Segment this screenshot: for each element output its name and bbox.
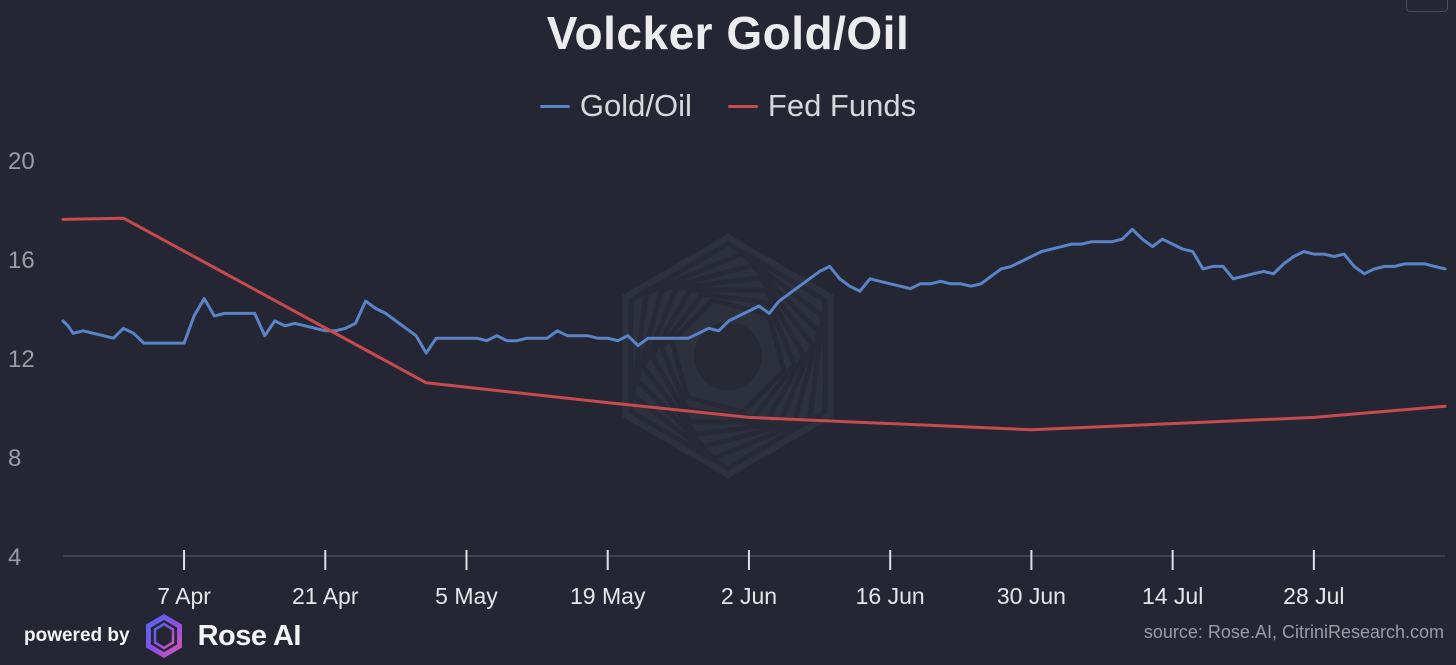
legend-swatch-fed-funds (727, 104, 758, 108)
axes: 4 8 12 16 20 7 Apr 21 Apr 5 May 19 May 2 Jun 16 Ju… (8, 148, 1445, 609)
y-tick-label: 20 (8, 148, 35, 175)
rose-ai-logo-icon (145, 614, 182, 658)
legend: Gold/Oil Fed Funds (0, 88, 1456, 124)
brand-name: Rose AI (197, 619, 302, 652)
x-tick-label: 5 May (435, 583, 498, 609)
y-tick-label: 16 (8, 247, 35, 274)
x-tick-label: 16 Jun (856, 583, 925, 609)
y-tick-label: 4 (8, 544, 21, 571)
y-tick-label: 8 (8, 445, 21, 472)
watermark-logo-icon (622, 234, 834, 478)
legend-label-fed-funds: Fed Funds (767, 88, 917, 123)
x-tick-label: 2 Jun (721, 583, 777, 609)
legend-item-fed-funds[interactable]: Fed Funds (727, 88, 917, 124)
legend-swatch-gold-oil (539, 104, 570, 108)
chart-title: Volcker Gold/Oil (546, 7, 910, 59)
corner-widget[interactable] (1406, 0, 1448, 12)
x-tick-label: 19 May (570, 583, 646, 609)
powered-by-label: powered by (24, 625, 130, 646)
legend-item-gold-oil[interactable]: Gold/Oil (539, 88, 692, 124)
series-line-fed-funds[interactable] (61, 216, 1447, 432)
x-tick-label: 30 Jun (997, 583, 1066, 609)
source-note: source: Rose.AI, CitriniResearch.com (1143, 622, 1444, 642)
legend-label-gold-oil: Gold/Oil (579, 88, 692, 123)
x-tick-label: 28 Jul (1283, 583, 1344, 609)
series-layer (61, 216, 1447, 432)
x-tick-label: 14 Jul (1142, 583, 1203, 609)
x-tick-label: 7 Apr (157, 583, 211, 609)
series-line-gold-oil[interactable] (61, 227, 1447, 355)
y-tick-label: 12 (8, 346, 35, 373)
footer-brand: powered by Rose AI (24, 612, 301, 660)
x-tick-label: 21 Apr (292, 583, 359, 609)
